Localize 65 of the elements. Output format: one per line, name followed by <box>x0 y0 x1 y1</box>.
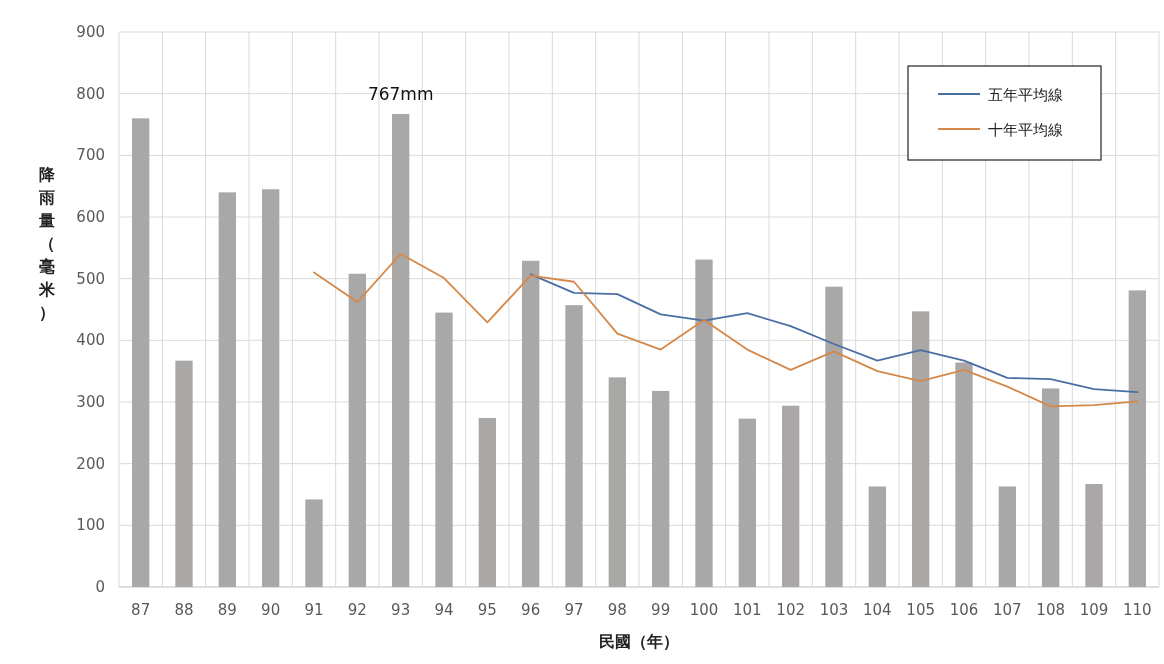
bar <box>175 360 193 587</box>
y-tick-label: 0 <box>95 578 105 596</box>
y-tick-label: 400 <box>76 331 105 350</box>
x-tick-label: 94 <box>434 601 454 619</box>
x-tick-label: 103 <box>819 601 849 619</box>
x-tick-label: 91 <box>304 601 324 619</box>
x-tick-label: 88 <box>174 601 194 619</box>
x-tick-label: 93 <box>391 601 411 619</box>
x-tick-label: 95 <box>477 601 497 619</box>
bar <box>868 486 886 587</box>
bar <box>565 305 583 587</box>
bar <box>782 405 800 587</box>
y-tick-label: 700 <box>76 146 105 165</box>
line-series <box>529 273 1139 394</box>
bar <box>738 418 756 587</box>
bar <box>998 486 1016 587</box>
bar <box>348 273 366 587</box>
bar <box>1085 484 1103 587</box>
y-axis-title: 降雨量（毫米） <box>38 165 56 322</box>
x-axis-title: 民國（年） <box>599 632 679 651</box>
bar <box>435 312 453 587</box>
y-tick-label: 600 <box>76 208 105 226</box>
x-tick-label: 98 <box>607 601 627 619</box>
y-tick-label: 200 <box>76 454 105 473</box>
bar <box>695 259 713 587</box>
y-tick-label: 500 <box>76 269 105 288</box>
bar <box>1128 290 1146 587</box>
annotation: 767mm <box>367 84 434 105</box>
x-tick-label: 109 <box>1079 601 1109 619</box>
x-tick-label: 102 <box>776 601 805 619</box>
x-tick-label: 107 <box>993 601 1022 619</box>
bar <box>132 118 150 587</box>
y-tick-label: 100 <box>76 516 105 535</box>
legend-label: 五年平均線 <box>988 86 1063 104</box>
x-tick-label: 108 <box>1036 601 1065 619</box>
bar <box>392 114 410 587</box>
bar <box>218 192 236 587</box>
bar <box>262 189 280 587</box>
x-tick-label: 92 <box>347 601 367 619</box>
bar <box>478 418 496 587</box>
bar <box>912 311 930 587</box>
bar <box>522 260 540 587</box>
x-tick-label: 99 <box>651 601 671 619</box>
bar <box>652 390 670 587</box>
legend-label: 十年平均線 <box>988 121 1063 139</box>
bar <box>825 286 843 587</box>
x-tick-label: 97 <box>564 601 584 619</box>
x-tick-label: 100 <box>689 601 719 619</box>
x-tick-label: 104 <box>863 601 892 619</box>
y-tick-label: 800 <box>76 84 105 103</box>
x-tick-label: 87 <box>131 601 151 619</box>
bar <box>955 362 973 587</box>
x-tick-label: 101 <box>733 601 762 619</box>
bar <box>608 377 626 587</box>
bar <box>1042 388 1060 587</box>
x-tick-label: 89 <box>217 601 237 619</box>
line-series <box>313 253 1139 408</box>
x-tick-label: 106 <box>949 601 979 619</box>
x-tick-label: 96 <box>521 601 541 619</box>
x-tick-label: 90 <box>261 601 281 619</box>
x-tick-label: 105 <box>906 601 935 619</box>
y-tick-label: 300 <box>76 393 105 411</box>
y-tick-label: 900 <box>76 23 105 41</box>
x-tick-label: 110 <box>1123 601 1152 619</box>
bar <box>305 499 323 587</box>
